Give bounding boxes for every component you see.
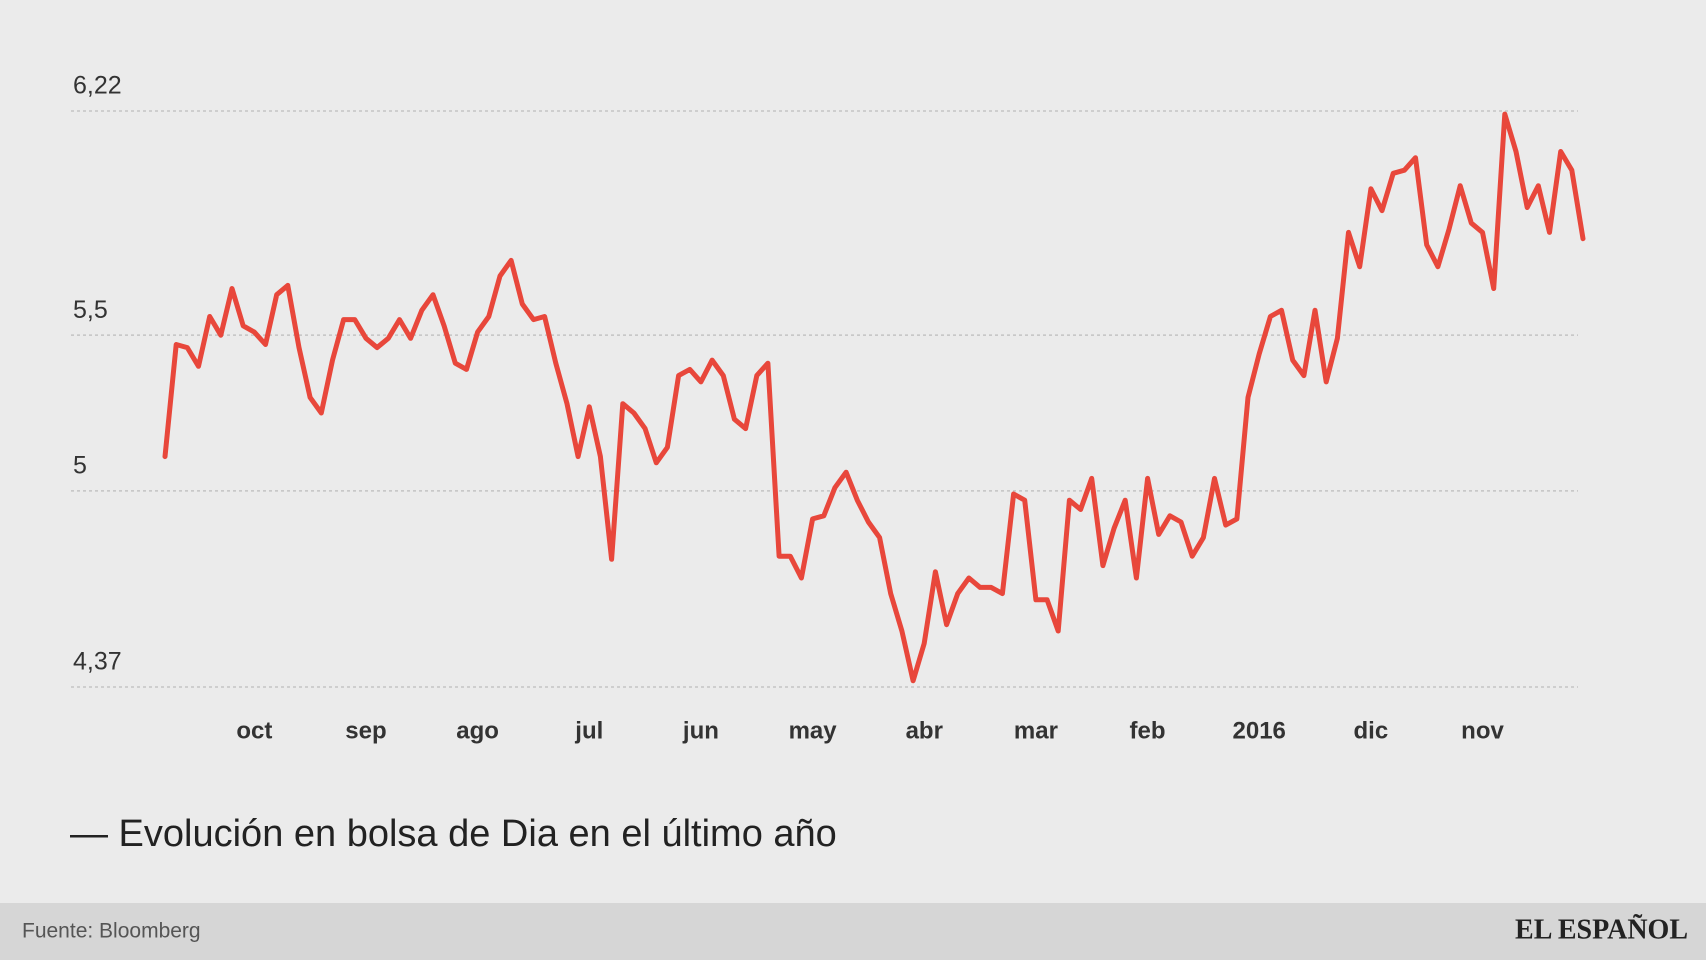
y-tick-label: 4,37 [73, 648, 122, 676]
footer-band [0, 903, 1706, 960]
price-line [162, 111, 1586, 684]
y-tick-label: 6,22 [73, 72, 122, 100]
y-tick-label: 5 [73, 451, 87, 479]
x-tick-label: abr [906, 717, 943, 744]
x-tick-label: sep [345, 717, 386, 744]
x-tick-label: feb [1130, 717, 1166, 744]
x-tick-label: mar [1014, 717, 1058, 744]
y-tick-label: 5,5 [73, 296, 108, 324]
x-tick-label: jun [682, 717, 719, 744]
source: Fuente: Bloomberg [22, 920, 201, 943]
x-tick-label: dic [1354, 717, 1389, 744]
x-tick-label: jul [574, 717, 603, 744]
x-tick-label: 2016 [1233, 717, 1286, 744]
chart-title: — Evolución en bolsa de Dia en el último… [70, 813, 837, 855]
x-tick-label: ago [456, 717, 499, 744]
x-tick-label: may [789, 717, 838, 744]
x-tick-label: nov [1461, 717, 1504, 744]
x-tick-label: oct [236, 717, 272, 744]
brand: EL ESPAÑOL [1515, 914, 1688, 945]
